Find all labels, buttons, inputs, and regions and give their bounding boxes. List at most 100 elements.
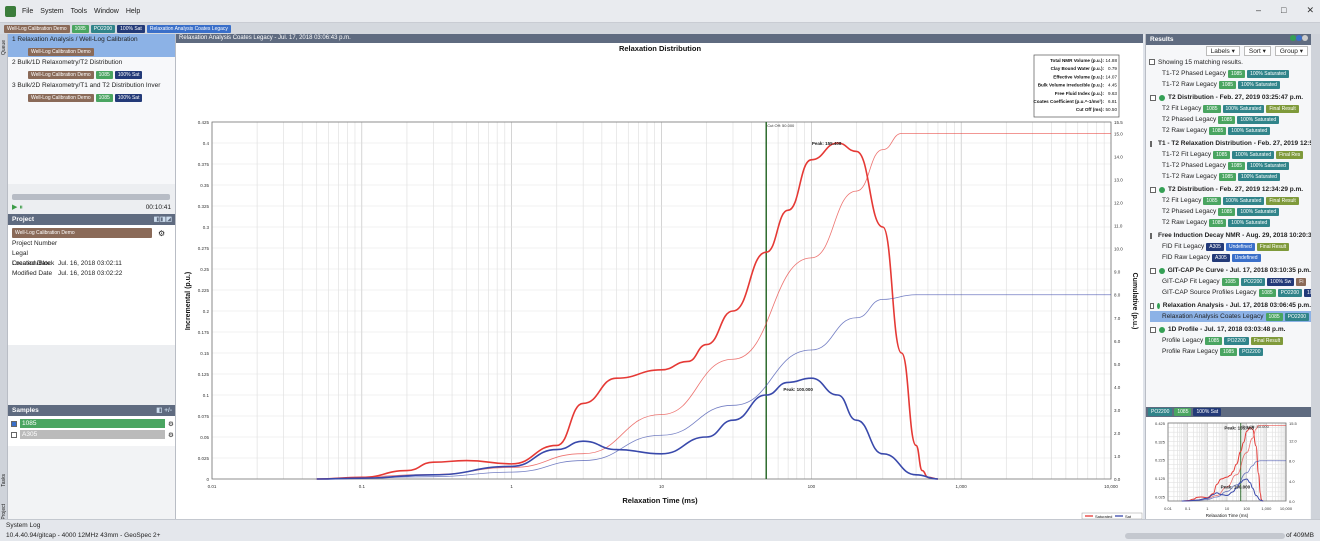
menu-system[interactable]: System xyxy=(40,8,63,15)
stat-value: 50.50 xyxy=(1106,107,1118,112)
results-group-button[interactable]: Group ▾ xyxy=(1275,46,1308,56)
tab-project[interactable]: Project xyxy=(1,504,7,520)
stat-value: 6.81 xyxy=(1108,99,1117,104)
result-item[interactable]: T2 Phased Legacy 1085 100% Saturated xyxy=(1150,206,1311,217)
result-group-header[interactable]: Relaxation Analysis - Jul. 17, 2018 03:0… xyxy=(1150,300,1311,311)
result-item[interactable]: T2 Fit Legacy 1085 100% Saturated Final Res… xyxy=(1150,195,1311,206)
tab-queue[interactable]: Queue xyxy=(1,40,7,55)
result-item[interactable]: T2 Phased Legacy 1085 100% Saturated xyxy=(1150,114,1311,125)
result-item[interactable]: FID Raw Legacy A305 Undefined xyxy=(1150,252,1311,263)
tag-badge: 100% Saturated xyxy=(1237,208,1279,216)
series-line-saturated-cumulative[interactable] xyxy=(317,134,1111,479)
result-item[interactable]: T1-T2 Raw Legacy 1085 100% Saturated xyxy=(1150,79,1311,90)
tab-tasks[interactable]: Tasks xyxy=(1,474,7,487)
sample-checkbox[interactable] xyxy=(11,432,17,438)
result-item[interactable]: T1-T2 Phased Legacy 1085 100% Saturated xyxy=(1150,68,1311,79)
result-group-header[interactable]: GIT-CAP Pc Curve - Jul. 17, 2018 03:10:3… xyxy=(1150,265,1311,276)
preview-chart[interactable]: 0.425 0.325 0.225 0.125 0.025 15.5 12.0 8.0 4.0 0… xyxy=(1146,417,1310,520)
result-checkbox[interactable] xyxy=(1150,95,1156,101)
result-checkbox[interactable] xyxy=(1150,233,1152,239)
document-tab[interactable]: Relaxation Analysis Coates Legacy - Jul.… xyxy=(176,34,1143,43)
project-tools-icon[interactable]: ◧◨◩ xyxy=(154,214,172,225)
breadcrumb-item[interactable]: 100% Sat xyxy=(117,25,145,33)
series-line-sat-cumulative[interactable] xyxy=(317,295,1111,479)
result-group-header[interactable]: T1 - T2 Relaxation Distribution - Feb. 2… xyxy=(1150,138,1311,149)
stat-value: 0.79 xyxy=(1108,66,1117,71)
queue-progress: ▶ ⏸ 00:10:41 xyxy=(8,184,175,214)
result-item[interactable]: T2 Fit Legacy 1085 100% Saturated Final Res… xyxy=(1150,103,1311,114)
x-tick-label: 10 xyxy=(1225,506,1230,511)
result-item[interactable]: GIT-CAP Fit Legacy 1085 PO2200 100% Sw Fi xyxy=(1150,276,1311,287)
result-checkbox[interactable] xyxy=(1150,327,1156,333)
project-properties: Well-Log Calibration Demo ⚙ Project Numb… xyxy=(8,225,175,345)
series-line-sat-incremental[interactable] xyxy=(317,378,938,479)
result-item-label: T1-T2 Fit Legacy xyxy=(1162,149,1211,160)
result-status-icon xyxy=(1159,327,1165,333)
result-group-header[interactable]: Free Induction Decay NMR - Aug. 29, 2018… xyxy=(1150,230,1311,241)
menu-tools[interactable]: Tools xyxy=(71,8,87,15)
y2-tick-label: 6.0 xyxy=(1114,339,1121,344)
y-tick-label: 0.225 xyxy=(198,288,210,293)
status-bar: System Log 10.4.40.94/gitcap - 4000 12MH… xyxy=(0,519,1320,541)
queue-item[interactable]: 3 Bulk/2D Relaxometry/T1 and T2 Distribu… xyxy=(8,80,175,92)
result-item[interactable]: T1-T2 Raw Legacy 1085 100% Saturated xyxy=(1150,171,1311,182)
result-item-label: GIT-CAP Source Profiles Legacy xyxy=(1162,287,1257,298)
show-all-checkbox[interactable] xyxy=(1149,59,1155,65)
samples-add-icon[interactable]: ◧ +/- xyxy=(156,405,172,416)
result-checkbox[interactable] xyxy=(1150,141,1152,147)
breadcrumb-item[interactable]: PO2200 xyxy=(91,25,115,33)
breadcrumb-item[interactable]: 1085 xyxy=(72,25,89,33)
tag-badge: Well-Log Calibration Demo xyxy=(28,71,94,79)
result-item[interactable]: Profile Raw Legacy 1085 PO2200 xyxy=(1150,346,1311,357)
tag-badge: 1085 xyxy=(1213,151,1230,159)
result-item[interactable]: Relaxation Analysis Coates Legacy 1085 PO2… xyxy=(1150,311,1311,322)
result-item[interactable]: T1-T2 Phased Legacy 1085 100% Saturated xyxy=(1150,160,1311,171)
result-checkbox[interactable] xyxy=(1150,187,1156,193)
tag-badge: 100% Sat xyxy=(1193,408,1221,416)
result-checkbox[interactable] xyxy=(1150,303,1154,309)
result-group-header[interactable]: T2 Distribution - Feb. 27, 2019 12:34:29… xyxy=(1150,184,1311,195)
tag-badge: PO2200 xyxy=(1224,337,1248,345)
sample-gear-icon[interactable]: ⚙ xyxy=(168,420,174,428)
sample-checkbox[interactable] xyxy=(11,421,17,427)
results-labels-button[interactable]: Labels ▾ xyxy=(1206,46,1240,56)
sample-row[interactable]: 1085 ⚙ xyxy=(8,418,175,429)
menu-help[interactable]: Help xyxy=(126,8,140,15)
y-tick-label: 0.05 xyxy=(200,435,209,440)
result-item-label: T1-T2 Raw Legacy xyxy=(1162,79,1217,90)
tag-badge: A305 xyxy=(1212,254,1230,262)
y-tick-label: 0.425 xyxy=(198,120,210,125)
result-item-label: Relaxation Analysis Coates Legacy xyxy=(1162,311,1264,322)
result-group-header[interactable]: T2 Distribution - Feb. 27, 2019 03:25:47… xyxy=(1150,92,1311,103)
y2-tick-label: 12.0 xyxy=(1289,439,1298,444)
minimize-button[interactable]: – xyxy=(1256,5,1261,16)
system-log-label[interactable]: System Log xyxy=(6,522,40,529)
result-item[interactable]: FID Fit Legacy A305 Undefined Final Result xyxy=(1150,241,1311,252)
property-key: Created Date xyxy=(12,259,58,269)
menu-file[interactable]: File xyxy=(22,8,33,15)
results-sort-button[interactable]: Sort ▾ xyxy=(1244,46,1271,56)
result-item[interactable]: T2 Raw Legacy 1085 100% Saturated xyxy=(1150,125,1311,136)
menu-window[interactable]: Window xyxy=(94,8,119,15)
result-checkbox[interactable] xyxy=(1150,268,1156,274)
x-tick-label: 10 xyxy=(659,484,665,489)
play-icon[interactable]: ▶ ⏸ xyxy=(12,203,23,212)
result-item[interactable]: GIT-CAP Source Profiles Legacy 1085 PO2200… xyxy=(1150,287,1311,298)
relaxation-chart[interactable]: Relaxation Distribution0.4250.40.3750.35… xyxy=(176,43,1144,519)
result-group-header[interactable]: 1D Profile - Jul. 17, 2018 03:03:48 p.m. xyxy=(1150,324,1311,335)
sample-gear-icon[interactable]: ⚙ xyxy=(168,431,174,439)
breadcrumb-item[interactable]: Well-Log Calibration Demo xyxy=(4,25,70,33)
queue-item[interactable]: 1 Relaxation Analysis / Well-Log Calibra… xyxy=(8,34,175,46)
sample-row[interactable]: A305 ⚙ xyxy=(8,429,175,440)
tag-badge: Well-Log Calibration Demo xyxy=(28,48,94,56)
close-button[interactable]: ✕ xyxy=(1306,5,1314,16)
project-gear-icon[interactable]: ⚙ xyxy=(158,229,165,238)
queue-item[interactable]: 2 Bulk/1D Relaxometry/T2 Distribution xyxy=(8,57,175,69)
memory-bar xyxy=(1125,533,1285,539)
breadcrumb-item[interactable]: Relaxation Analysis Coates Legacy xyxy=(147,25,231,33)
result-item[interactable]: T1-T2 Fit Legacy 1085 100% Saturated Final … xyxy=(1150,149,1311,160)
maximize-button[interactable]: □ xyxy=(1281,5,1286,16)
result-item[interactable]: T2 Raw Legacy 1085 100% Saturated xyxy=(1150,217,1311,228)
x-tick-label: 10,000 xyxy=(1104,484,1118,489)
result-item[interactable]: Profile Legacy 1085 PO2200 Final Result xyxy=(1150,335,1311,346)
